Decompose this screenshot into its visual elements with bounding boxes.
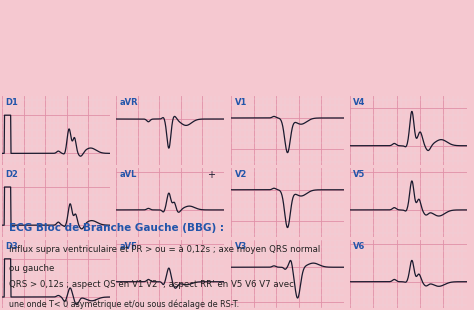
Text: V3: V3 xyxy=(235,242,247,251)
Text: une onde T< 0 asymétrique et/ou sous décalage de RS-T.: une onde T< 0 asymétrique et/ou sous déc… xyxy=(9,299,239,309)
Text: V1: V1 xyxy=(235,98,247,107)
Text: aVR: aVR xyxy=(119,98,138,107)
Text: D2: D2 xyxy=(6,170,18,179)
Text: +: + xyxy=(207,170,215,180)
Text: QRS > 0,12s ; aspect QS en V1 V2  ; aspect RR' en V5 V6 V7 avec: QRS > 0,12s ; aspect QS en V1 V2 ; aspec… xyxy=(9,280,294,289)
Text: D1: D1 xyxy=(6,98,18,107)
Text: aVF: aVF xyxy=(119,242,137,251)
Text: V2: V2 xyxy=(235,170,247,179)
Text: aVL: aVL xyxy=(119,170,137,179)
Text: V5: V5 xyxy=(353,170,366,179)
Text: Influx supra ventriculaire et PR > ou = à 0,12s ; axe moyen QRS normal: Influx supra ventriculaire et PR > ou = … xyxy=(9,245,320,254)
Text: D3: D3 xyxy=(6,242,18,251)
Text: V4: V4 xyxy=(353,98,366,107)
Text: ECG Bloc de Branche Gauche (BBG) :: ECG Bloc de Branche Gauche (BBG) : xyxy=(9,223,224,233)
Text: V6: V6 xyxy=(353,242,366,251)
Text: ou gauche: ou gauche xyxy=(9,264,55,273)
